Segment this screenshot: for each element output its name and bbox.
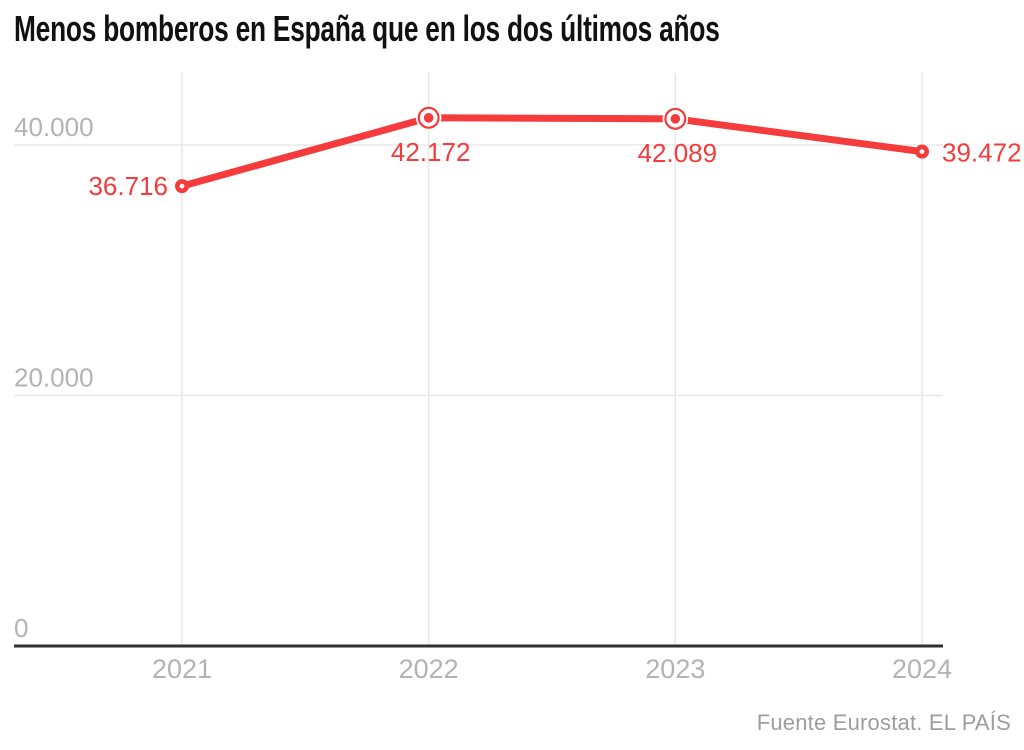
y-axis-tick-20.000: 20.000 bbox=[14, 363, 94, 393]
x-axis-tick-2024: 2024 bbox=[892, 654, 952, 684]
data-point-ring-2022 bbox=[417, 106, 440, 129]
source-separator: . bbox=[916, 710, 929, 735]
data-point-ring-2023 bbox=[664, 107, 687, 130]
data-point-dot-2022 bbox=[423, 112, 434, 123]
y-axis-tick-0: 0 bbox=[14, 613, 28, 643]
data-label-2021: 36.716 bbox=[88, 171, 168, 201]
data-point-dot-2023 bbox=[670, 114, 681, 124]
data-point-2024 bbox=[914, 144, 929, 159]
brand-label: EL PAÍS bbox=[928, 710, 1011, 735]
y-axis-tick-40.000: 40.000 bbox=[14, 112, 94, 142]
chart-title: Menos bomberos en España que en los dos … bbox=[14, 8, 720, 49]
data-label-2024: 39.472 bbox=[942, 138, 1022, 168]
source-credit: Fuente Eurostat. EL PAÍS bbox=[757, 710, 1011, 736]
x-axis-tick-2022: 2022 bbox=[399, 654, 459, 684]
data-line bbox=[178, 114, 926, 190]
x-axis-tick-2021: 2021 bbox=[152, 654, 212, 684]
x-axis-tick-2023: 2023 bbox=[645, 654, 705, 684]
source-label: Fuente Eurostat bbox=[756, 710, 917, 735]
data-label-2023: 42.089 bbox=[638, 138, 718, 168]
data-label-2022: 42.172 bbox=[391, 137, 471, 167]
data-point-2021 bbox=[175, 179, 190, 194]
